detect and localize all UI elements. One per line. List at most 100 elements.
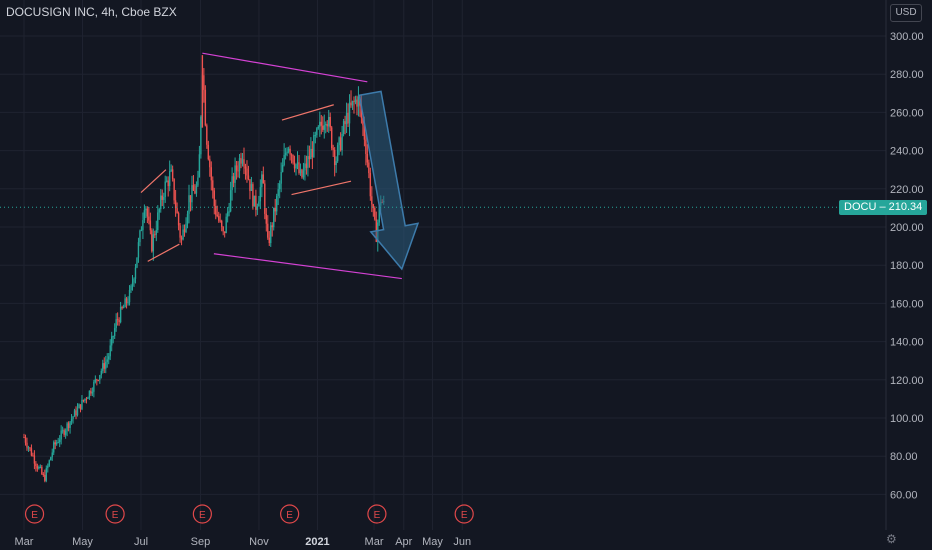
candle-body bbox=[73, 410, 76, 417]
candle-body bbox=[231, 176, 233, 191]
candle-body bbox=[292, 155, 294, 163]
candle-body bbox=[177, 213, 180, 226]
price-tick-label: 240.00 bbox=[890, 146, 924, 158]
candle-body bbox=[76, 408, 79, 416]
price-tag-dash: – bbox=[879, 200, 889, 213]
price-tag-symbol: DOCU bbox=[844, 200, 877, 213]
candle-body bbox=[360, 105, 363, 119]
candle-body bbox=[183, 229, 186, 233]
candle-body bbox=[151, 230, 153, 252]
candle-body bbox=[118, 320, 120, 323]
candle-body bbox=[371, 196, 373, 205]
candle-body bbox=[109, 345, 111, 357]
candle-body bbox=[154, 234, 156, 236]
candle-body bbox=[287, 148, 290, 152]
candle-body bbox=[164, 181, 166, 198]
candle-body bbox=[35, 463, 37, 467]
candle-body bbox=[75, 410, 77, 416]
candle-body bbox=[356, 99, 358, 107]
earnings-marker-label: E bbox=[199, 510, 206, 521]
candle-body bbox=[24, 437, 27, 443]
earnings-marker bbox=[24, 504, 45, 524]
candle-body bbox=[191, 185, 193, 203]
candle-body bbox=[127, 302, 129, 304]
candle-body bbox=[116, 319, 119, 321]
candle-body bbox=[323, 125, 325, 130]
candle-body bbox=[265, 213, 267, 224]
candle-body bbox=[301, 169, 303, 178]
candle-body bbox=[275, 196, 278, 212]
time-tick-label: May bbox=[72, 536, 93, 548]
candle-body bbox=[284, 153, 287, 155]
time-tick-label: May bbox=[422, 536, 443, 548]
candle-body bbox=[316, 128, 318, 136]
candle-body bbox=[223, 231, 226, 233]
candle-body bbox=[253, 195, 256, 207]
candle-body bbox=[289, 148, 291, 155]
candle-body bbox=[304, 163, 306, 171]
candle-body bbox=[249, 179, 251, 191]
candle-body bbox=[195, 185, 198, 194]
candle-body bbox=[33, 455, 36, 464]
candle-body bbox=[192, 185, 195, 191]
candle-body bbox=[246, 168, 248, 176]
drawings bbox=[140, 52, 420, 280]
candle-body bbox=[87, 397, 89, 399]
candle-body bbox=[50, 457, 52, 461]
candle-body bbox=[281, 165, 284, 172]
candle-body bbox=[225, 216, 227, 233]
candle-body bbox=[51, 452, 53, 458]
gear-icon[interactable]: ⚙ bbox=[886, 532, 897, 546]
candle-body bbox=[139, 230, 141, 243]
candle-body bbox=[134, 267, 137, 279]
candle-body bbox=[57, 442, 59, 444]
currency-button[interactable]: USD bbox=[890, 4, 922, 22]
candle-body bbox=[106, 359, 108, 362]
time-tick-label: Nov bbox=[249, 536, 269, 548]
candle-body bbox=[296, 162, 299, 165]
candle-body bbox=[326, 124, 328, 127]
candle-body bbox=[131, 282, 134, 286]
candle-body bbox=[44, 474, 46, 481]
flag-line bbox=[140, 169, 167, 194]
candle-body bbox=[145, 208, 147, 211]
flag-line bbox=[291, 180, 352, 196]
candle-body bbox=[88, 390, 91, 398]
candle-body bbox=[310, 148, 312, 160]
candle-body bbox=[63, 430, 65, 435]
candle-body bbox=[188, 195, 190, 214]
candle-body bbox=[38, 466, 40, 469]
candle-body bbox=[84, 398, 86, 401]
down-arrow bbox=[358, 90, 420, 271]
candle-body bbox=[170, 169, 172, 172]
chart-grid bbox=[0, 0, 887, 530]
candle-body bbox=[36, 466, 39, 469]
price-tick-label: 300.00 bbox=[890, 31, 924, 43]
candle-body bbox=[319, 121, 321, 127]
candle-body bbox=[90, 390, 92, 394]
candle-body bbox=[232, 176, 235, 183]
candle-body bbox=[218, 216, 220, 221]
candle-body bbox=[185, 223, 187, 233]
candle-body bbox=[250, 184, 253, 191]
candle-body bbox=[42, 474, 45, 476]
candle-body bbox=[137, 242, 140, 258]
candle-body bbox=[133, 278, 135, 283]
candle-body bbox=[329, 116, 331, 128]
candle-body bbox=[363, 125, 366, 140]
candle-body bbox=[198, 154, 201, 178]
candle-body bbox=[82, 399, 85, 401]
candle-body bbox=[372, 204, 375, 209]
candle-body bbox=[72, 416, 74, 420]
earnings-marker-label: E bbox=[31, 510, 38, 521]
candle-body bbox=[237, 170, 239, 172]
candle-body bbox=[256, 206, 259, 210]
candle-body bbox=[94, 379, 97, 382]
candle-body bbox=[322, 125, 324, 130]
candle-body bbox=[91, 391, 94, 394]
candle-body bbox=[128, 290, 131, 303]
candle-body bbox=[268, 237, 270, 244]
candle-body bbox=[313, 135, 315, 158]
candle-body bbox=[366, 153, 369, 163]
